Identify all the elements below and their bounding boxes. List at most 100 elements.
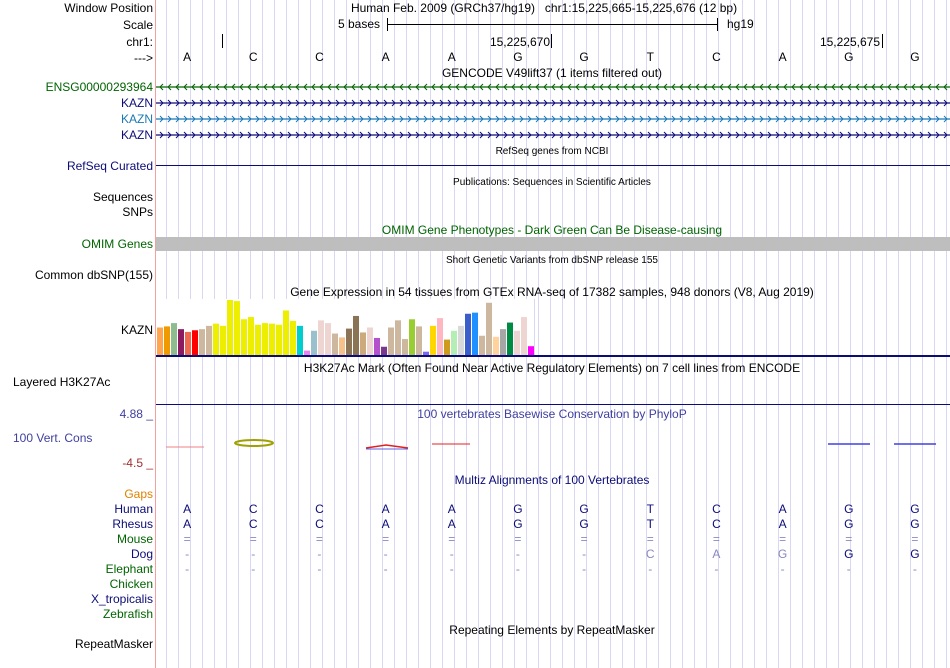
gtex-bar-t45[interactable] [465,313,471,355]
gtex-bar-t16[interactable] [262,323,268,355]
phylop-plot [166,439,936,450]
grid-line [562,0,563,668]
species-label-human[interactable]: Human [114,502,153,516]
gtex-bar-t14[interactable] [248,317,254,355]
gtex-bar-t7[interactable] [199,329,205,355]
gtex-bar-t6[interactable] [192,330,198,355]
gtex-title: Gene Expression in 54 tissues from GTEx … [290,285,814,299]
gtex-bar-t40[interactable] [430,325,436,355]
gtex-bar-t39[interactable] [423,351,429,355]
gene-model[interactable] [156,82,950,92]
gtex-bar-t15[interactable] [255,324,261,355]
species-label-zebrafish[interactable]: Zebrafish [102,607,153,621]
h3k27ac-label[interactable]: Layered H3K27Ac [13,375,111,389]
publications-label-snps[interactable]: SNPs [122,205,153,219]
species-label-dog[interactable]: Dog [130,547,153,561]
assembly-text: Human Feb. 2009 (GRCh37/hg19) [350,1,536,15]
alignment-base: = [382,532,390,546]
gtex-bar-t5[interactable] [185,331,191,355]
omim-label[interactable]: OMIM Genes [81,237,153,251]
gtex-bar-t24[interactable] [318,320,324,355]
gtex-bar-t23[interactable] [311,330,317,355]
gtex-label[interactable]: KAZN [120,323,153,337]
gene-model[interactable] [156,114,950,124]
repeatmasker-label[interactable]: RepeatMasker [74,637,153,651]
grid-line [742,0,743,668]
phylop-label[interactable]: 100 Vert. Cons [13,431,93,445]
species-label-elephant[interactable]: Elephant [105,562,153,576]
gene-label[interactable]: KAZN [120,128,153,142]
gtex-bar-t19[interactable] [283,310,289,355]
gtex-bar-t4[interactable] [178,329,184,355]
gtex-bar-t50[interactable] [500,329,506,355]
gtex-bar-t52[interactable] [514,330,520,355]
alignment-base: - [780,562,785,576]
omim-gene-bar[interactable] [156,237,950,251]
gene-model[interactable] [156,130,950,140]
gtex-bar-t33[interactable] [381,346,387,355]
alignment-base: C [315,502,324,516]
gtex-bar-t38[interactable] [416,326,422,355]
gtex-bar-t43[interactable] [451,330,457,355]
species-label-rhesus[interactable]: Rhesus [112,517,153,531]
gtex-bar-t41[interactable] [437,318,443,355]
alignment-base: - [846,562,851,576]
gtex-bar-t18[interactable] [276,324,282,355]
gtex-bar-t30[interactable] [360,332,366,355]
gtex-chart[interactable] [156,298,536,356]
gtex-bar-t32[interactable] [374,337,380,355]
phylop-max: 4.88 _ [119,407,153,421]
gtex-bar-t10[interactable] [220,325,226,355]
alignment-base: A [712,547,721,561]
gtex-bar-t36[interactable] [402,339,408,355]
gtex-bar-t9[interactable] [213,323,219,355]
alignment-base: C [712,502,721,516]
gtex-bar-t51[interactable] [507,322,513,355]
gtex-bar-t42[interactable] [444,339,450,355]
base-letter: G [513,50,523,64]
gtex-bar-t2[interactable] [164,326,170,355]
gtex-bar-t21[interactable] [297,325,303,355]
gtex-bar-t26[interactable] [332,333,338,355]
gtex-bar-t48[interactable] [486,302,492,355]
gtex-bar-t20[interactable] [290,320,296,355]
gtex-bar-t12[interactable] [234,301,240,355]
dbsnp-label[interactable]: Common dbSNP(155) [34,268,153,282]
species-label-mouse[interactable]: Mouse [116,532,153,546]
gtex-bar-t53[interactable] [521,317,527,355]
gene-label[interactable]: ENSG00000293964 [45,80,153,94]
scale-bar-right-tick [717,18,718,31]
publications-label-sequences[interactable]: Sequences [92,190,153,204]
phylop-segment [365,444,409,449]
gene-label[interactable]: KAZN [120,96,153,110]
gtex-bar-t25[interactable] [325,323,331,355]
gtex-bar-t22[interactable] [304,350,310,355]
refseq-label[interactable]: RefSeq Curated [66,159,153,173]
gtex-bar-t1[interactable] [157,327,163,356]
gtex-bar-t44[interactable] [458,325,464,355]
species-label-chicken[interactable]: Chicken [109,577,153,591]
position-text[interactable]: chr1:15,225,665-15,225,676 (12 bp) [544,1,738,15]
gtex-bar-t13[interactable] [241,319,247,355]
alignment-base: A [447,502,456,516]
gtex-bar-t29[interactable] [353,315,359,355]
gene-label[interactable]: KAZN [120,112,153,126]
gtex-bar-t47[interactable] [479,335,485,355]
publications-title: Publications: Sequences in Scientific Ar… [453,177,651,188]
gtex-bar-t46[interactable] [472,312,478,355]
gtex-bar-t54[interactable] [528,346,534,355]
gtex-bar-t28[interactable] [346,328,352,355]
gtex-bar-t17[interactable] [269,323,275,355]
gtex-bar-t11[interactable] [227,300,233,355]
gtex-bar-t31[interactable] [367,327,373,356]
gtex-bar-t27[interactable] [339,337,345,355]
gtex-bar-t34[interactable] [388,327,394,356]
gtex-bar-t49[interactable] [493,336,499,355]
gtex-bar-t37[interactable] [409,319,415,355]
grid-line [658,0,659,668]
species-label-x_tropicalis[interactable]: X_tropicalis [90,592,153,606]
gtex-bar-t3[interactable] [171,323,177,355]
gene-model[interactable] [156,98,950,108]
gtex-bar-t8[interactable] [206,325,212,355]
gtex-bar-t35[interactable] [395,320,401,355]
